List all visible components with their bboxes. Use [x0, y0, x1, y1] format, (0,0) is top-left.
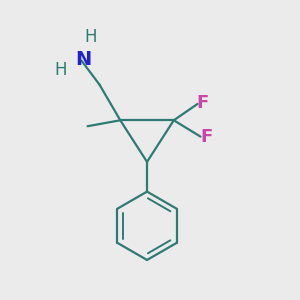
Text: N: N [75, 50, 91, 69]
Text: H: H [84, 28, 97, 46]
Text: H: H [55, 61, 67, 79]
Text: F: F [200, 128, 213, 146]
Text: F: F [197, 94, 209, 112]
